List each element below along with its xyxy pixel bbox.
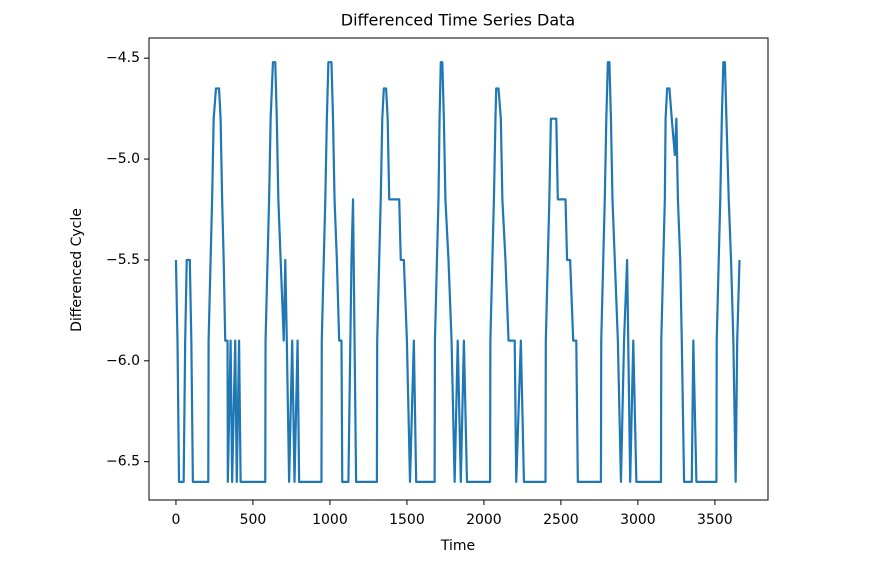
x-tick-label: 500 — [240, 512, 267, 528]
data-line — [174, 61, 741, 483]
y-axis-label: Differenced Cycle — [69, 208, 85, 332]
y-tick-label: −6.5 — [106, 454, 140, 470]
x-tick-label: 2500 — [543, 512, 579, 528]
chart-title: Differenced Time Series Data — [341, 11, 575, 30]
plot-frame — [148, 37, 769, 501]
y-tick-label: −5.0 — [106, 151, 140, 167]
x-tick-label: 3000 — [620, 512, 656, 528]
x-tick-label: 2000 — [466, 512, 502, 528]
y-tick-label: −5.5 — [106, 252, 140, 268]
x-tick-label: 0 — [171, 512, 180, 528]
x-tick-label: 1000 — [312, 512, 348, 528]
x-axis-label: Time — [440, 538, 475, 554]
x-tick-label: 1500 — [389, 512, 425, 528]
x-tick-label: 3500 — [697, 512, 733, 528]
y-tick-label: −4.5 — [106, 50, 140, 66]
y-tick-label: −6.0 — [106, 353, 140, 369]
